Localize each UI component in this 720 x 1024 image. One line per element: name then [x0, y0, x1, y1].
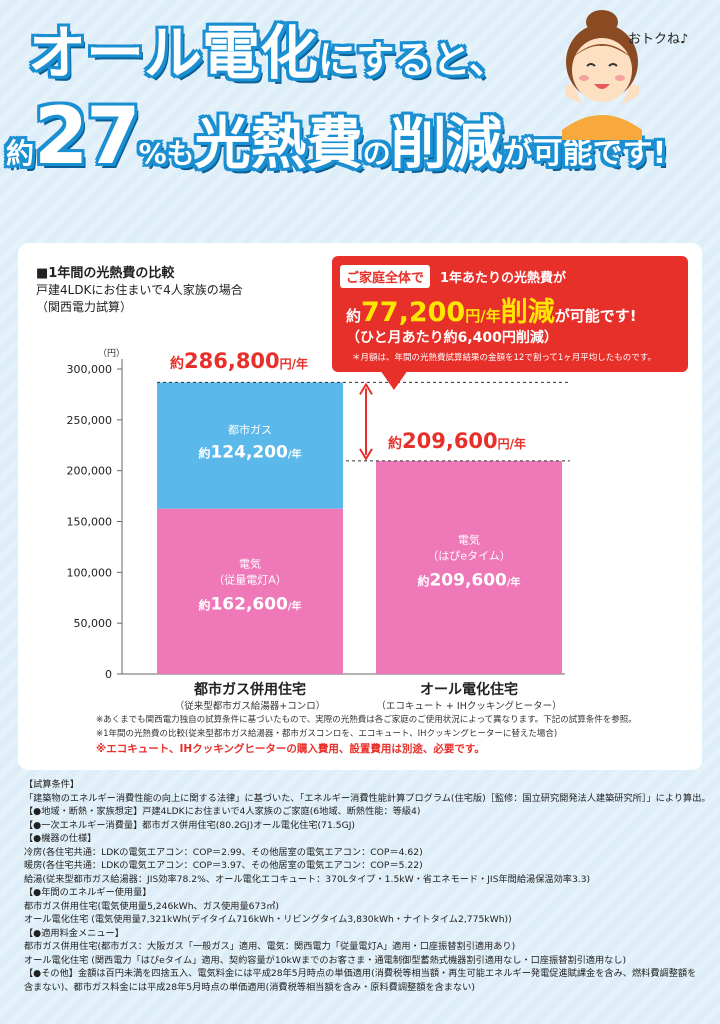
value-prefix: 約 [198, 597, 210, 612]
arrow-head-down-icon [359, 448, 373, 461]
bar-segment [376, 460, 562, 674]
bar-total-label: 約209,600円/年 [388, 429, 526, 453]
footnote-warning: ※エコキュート、IHクッキングヒーターの購入費用、設置費用は別途、必要です。 [96, 743, 485, 756]
value-unit: /年 [288, 599, 302, 612]
headline-utility-cost: 光熱費 [194, 112, 363, 177]
panel-title: ■1年間の光熱費の比較 [36, 266, 175, 281]
condition-line: 冷房(各住宅共通：LDKの電気エアコン：COP＝2.99、その他居室の電気エアコ… [24, 846, 423, 858]
condition-line: オール電化住宅 (関西電力「はぴeタイム」適用、契約容量が10kWまでのお客さま… [24, 954, 627, 966]
arrow-head-up-icon [359, 382, 373, 395]
callout-note: ＊月額は、年間の光熱費試算結果の金額を12で割って1ヶ月平均したものです。 [352, 353, 656, 363]
total-unit: 円/年 [498, 436, 526, 451]
segment-value-label: 約209,600/年 [417, 570, 520, 590]
category-sublabel: （従来型都市ガス給湯器+コンロ） [175, 700, 325, 712]
category-label: 都市ガス併用住宅 [193, 681, 306, 698]
segment-label: 電気 [239, 556, 261, 570]
y-tick-label: 100,000 [67, 566, 113, 579]
condition-line: 給湯(従来型都市ガス給湯器：JIS効率78.2%、オール電化エコキュート：370… [24, 873, 591, 885]
condition-line: オール電化住宅 (電気使用量7,321kWh(デイタイム716kWh・リビングタ… [24, 914, 512, 926]
bar-segment [157, 508, 343, 674]
callout-tag: ご家庭全体で [340, 265, 431, 288]
segment-label: 都市ガス [228, 423, 272, 437]
category-sublabel: （エコキュート + IHクッキングヒーター） [376, 700, 561, 712]
condition-line: 含まない)、都市ガス料金には平成28年5月時点の単価適用(消費税等相当額を含み・… [24, 981, 475, 993]
total-prefix: 約 [170, 355, 184, 372]
y-tick-label: 200,000 [67, 465, 113, 478]
headline-reduction: 削減 [390, 112, 503, 177]
callout-monthly: （ひと月あたり約6,400円削減） [346, 330, 558, 346]
footnote-2: ※1年間の光熱費の比較(従来型都市ガス給湯器・都市ガスコンロを、エコキュート、I… [96, 728, 558, 739]
mascot-speech: おトクね♪ [628, 32, 689, 47]
condition-line: 【●適用料金メニュー】 [24, 927, 124, 939]
callout-unit: 円/年 [465, 307, 501, 325]
callout-highlight: 削減 [500, 297, 555, 328]
chart-footnotes: ※あくまでも関西電力独自の試算条件に基づいたもので、実際の光熱費は各ご家庭のご使… [96, 714, 637, 758]
segment-value-label: 約162,600/年 [198, 594, 301, 614]
callout-tail [380, 370, 408, 390]
y-tick-label: 250,000 [67, 414, 113, 427]
footnote-1: ※あくまでも関西電力独自の試算条件に基づいたもので、実際の光熱費は各ご家庭のご使… [96, 715, 637, 725]
panel-subtitle: 戸建4LDKにお住まいで4人家族の場合 [36, 283, 243, 297]
callout-line1: 1年あたりの光熱費が [440, 271, 567, 286]
mascot-woman-icon [562, 10, 642, 140]
condition-line: 「建築物のエネルギー消費性能の向上に関する法律」に基づいた、「エネルギー消費性能… [24, 792, 711, 804]
value-number: 162,600 [210, 594, 288, 614]
segment-label: 電気 [458, 532, 480, 546]
segment-value-label: 約124,200/年 [198, 443, 301, 463]
headline-line1: オール電化にすると、 [28, 6, 507, 90]
y-unit-label: （円） [98, 348, 125, 359]
condition-line: 【●年間のエネルギー使用量】 [24, 887, 152, 899]
segment-sublabel: （はぴeタイム） [427, 549, 511, 562]
y-tick-label: 0 [105, 668, 112, 681]
total-unit: 円/年 [280, 356, 308, 371]
headline-all-electric: オール電化 [28, 19, 319, 87]
value-unit: /年 [288, 448, 302, 461]
value-number: 124,200 [210, 443, 288, 463]
category-label: オール電化住宅 [420, 681, 518, 698]
callout-amount: 77,200 [361, 297, 466, 328]
headline-prefix: 約 [6, 137, 35, 170]
headline-possible: が可能です! [502, 136, 667, 171]
y-tick-label: 50,000 [74, 617, 113, 630]
value-unit: /年 [507, 575, 521, 588]
headline-percent-number: 27 [34, 92, 141, 182]
headline-if: にすると、 [318, 38, 507, 82]
headline-line2: 約27%も光熱費の削減が可能です! [6, 92, 666, 182]
callout-savings-amount: 約77,200円/年削減が可能です! [346, 290, 637, 329]
value-prefix: 約 [417, 573, 429, 588]
value-number: 209,600 [429, 570, 507, 590]
condition-line: 暖房(各住宅共通：LDKの電気エアコン：COP＝3.97、その他居室の電気エアコ… [24, 860, 423, 872]
bar-total-label: 約286,800円/年 [170, 349, 308, 373]
condition-line: 【●その他】金額は百円未満を四捨五入、電気料金には平成28年5月時点の単価適用(… [24, 968, 697, 980]
callout-suffix: が可能です! [554, 307, 637, 325]
callout-prefix: 約 [346, 307, 362, 325]
condition-line: 【●機器の仕様】 [24, 833, 97, 845]
condition-line: 【試算条件】 [24, 779, 80, 790]
bar-segment [157, 382, 343, 509]
panel-source: （関西電力試算） [36, 300, 133, 314]
total-prefix: 約 [388, 435, 402, 452]
condition-line: 都市ガス併用住宅(電気使用量5,246kWh、ガス使用量673㎥) [24, 900, 279, 912]
condition-line: 【●地域・断熱・家族想定】戸建4LDKにお住まいで4人家族のご家庭(6地域、断熱… [24, 806, 421, 818]
condition-line: 都市ガス併用住宅(都市ガス：大阪ガス「一般ガス」適用、電気：関西電力「従量電灯A… [24, 941, 516, 953]
y-tick-label: 300,000 [67, 363, 113, 376]
y-tick-label: 150,000 [67, 516, 113, 529]
condition-line: 【●一次エネルギー消費量】都市ガス併用住宅(80.2GJ)オール電化住宅(71.… [24, 819, 355, 831]
calculation-conditions: 【試算条件】「建築物のエネルギー消費性能の向上に関する法律」に基づいた、「エネル… [24, 778, 711, 994]
headline-no: の [362, 137, 391, 170]
segment-sublabel: （従量電灯A） [213, 573, 287, 586]
total-number: 209,600 [402, 429, 498, 453]
value-prefix: 約 [198, 446, 210, 461]
total-number: 286,800 [184, 349, 280, 373]
headline-percent-mo: %も [138, 137, 195, 170]
